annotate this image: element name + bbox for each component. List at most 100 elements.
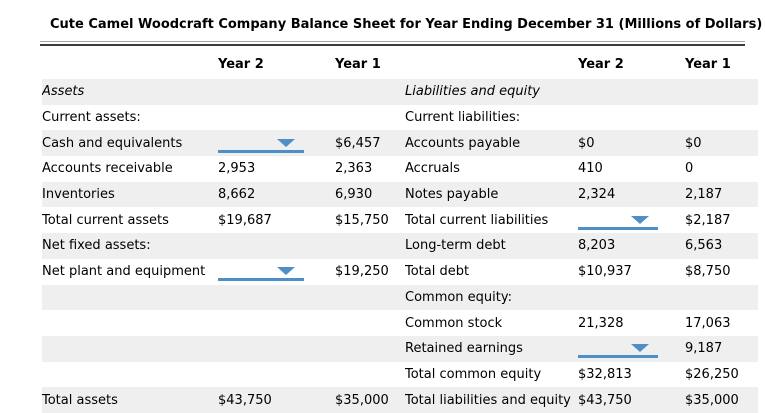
retained-earnings-year2-dropdown[interactable] — [578, 335, 685, 362]
cash-and-equivalents-year2-dropdown[interactable] — [218, 130, 335, 157]
value-cell: 17,063 — [685, 315, 731, 331]
balance-sheet-table: Year 2 Year 1 Year 2 Year 1 Assets Liabi… — [42, 45, 758, 413]
label-retained-earnings: Retained earnings — [405, 335, 578, 362]
value-cell — [685, 284, 758, 311]
page-title: Cute Camel Woodcraft Company Balance She… — [50, 17, 763, 32]
table-row: Total assets $43,750 $35,000 Total liabi… — [42, 387, 758, 413]
value-cell — [218, 335, 335, 362]
value-cell — [335, 105, 405, 131]
value-cell — [578, 79, 685, 105]
empty-cell — [42, 335, 218, 362]
table-row: Cash and equivalents $6,457 Accounts pay… — [42, 130, 758, 157]
table-row: Total current assets $19,687 $15,750 Tot… — [42, 207, 758, 233]
label-total-current-assets: Total current assets — [42, 212, 169, 228]
value-cell: 9,187 — [685, 335, 758, 362]
value-cell — [335, 284, 405, 311]
label-net-plant-and-equipment: Net plant and equipment — [42, 264, 206, 280]
label-long-term-debt: Long-term debt — [405, 233, 578, 259]
value-cell: $15,750 — [335, 212, 389, 228]
label-assets: Assets — [42, 79, 218, 105]
value-cell: $26,250 — [685, 366, 739, 382]
table-row: Inventories 8,662 6,930 Notes payable 2,… — [42, 181, 758, 208]
value-cell: 2,363 — [335, 161, 373, 177]
label-cash-and-equivalents: Cash and equivalents — [42, 130, 218, 157]
value-cell: $43,750 — [218, 387, 335, 413]
value-cell — [218, 362, 335, 388]
header-right-year2: Year 2 — [578, 56, 624, 72]
empty-cell — [42, 284, 218, 311]
label-notes-payable: Notes payable — [405, 181, 578, 208]
label-current-assets: Current assets: — [42, 110, 141, 126]
value-cell: $2,187 — [685, 212, 731, 228]
value-cell — [578, 284, 685, 311]
label-total-liabilities-and-equity: Total liabilities and equity — [405, 387, 578, 413]
value-cell: $32,813 — [578, 366, 632, 382]
label-common-stock: Common stock — [405, 315, 503, 331]
label-total-current-liabilities: Total current liabilities — [405, 212, 549, 228]
header-left-year1: Year 1 — [335, 56, 381, 72]
value-cell: 6,930 — [335, 181, 405, 208]
value-cell: $43,750 — [578, 387, 685, 413]
value-cell — [335, 310, 405, 336]
value-cell — [218, 233, 335, 259]
value-cell: 21,328 — [578, 315, 624, 331]
value-cell — [218, 284, 335, 311]
table-row: Net plant and equipment $19,250 Total de… — [42, 259, 758, 285]
empty-cell — [42, 310, 218, 336]
value-cell: 6,563 — [685, 233, 758, 259]
table-row: Total common equity $32,813 $26,250 — [42, 362, 758, 388]
label-accounts-payable: Accounts payable — [405, 130, 578, 157]
label-accruals: Accruals — [405, 161, 460, 177]
title-rule-light — [40, 41, 745, 42]
table-row: Net fixed assets: Long-term debt 8,203 6… — [42, 233, 758, 259]
table-row: Retained earnings 9,187 — [42, 335, 758, 362]
value-cell: 2,324 — [578, 181, 685, 208]
value-cell: $0 — [685, 130, 758, 157]
dropdown-caret-icon — [631, 344, 649, 353]
value-cell — [218, 310, 335, 336]
dropdown-caret-icon — [631, 215, 649, 224]
label-inventories: Inventories — [42, 181, 218, 208]
label-liabilities-and-equity: Liabilities and equity — [405, 79, 578, 105]
value-cell: 410 — [578, 161, 603, 177]
table-row: Current assets: Current liabilities: — [42, 105, 758, 131]
table-header-row: Year 2 Year 1 Year 2 Year 1 — [42, 45, 758, 79]
value-cell — [685, 79, 758, 105]
value-cell — [335, 79, 405, 105]
label-total-assets: Total assets — [42, 387, 218, 413]
value-cell — [218, 79, 335, 105]
table-row: Assets Liabilities and equity — [42, 79, 758, 105]
header-spacer — [42, 45, 218, 79]
value-cell: 2,187 — [685, 181, 758, 208]
value-cell: $35,000 — [335, 387, 405, 413]
table-row: Common equity: — [42, 284, 758, 311]
value-cell: $35,000 — [685, 387, 758, 413]
label-accounts-receivable: Accounts receivable — [42, 161, 173, 177]
label-total-debt: Total debt — [405, 264, 470, 280]
dropdown-caret-icon — [277, 138, 295, 147]
table-row: Common stock 21,328 17,063 — [42, 310, 758, 336]
empty-cell — [42, 362, 218, 388]
value-cell: $10,937 — [578, 264, 632, 280]
total-current-liabilities-year2-dropdown[interactable] — [578, 207, 685, 233]
value-cell: $6,457 — [335, 130, 405, 157]
value-cell — [685, 105, 758, 131]
value-cell — [335, 362, 405, 388]
title-rule-dark — [40, 44, 745, 46]
value-cell: 0 — [685, 161, 694, 177]
value-cell — [578, 105, 685, 131]
header-spacer — [405, 45, 578, 79]
label-current-liabilities: Current liabilities: — [405, 110, 521, 126]
value-cell: 8,203 — [578, 233, 685, 259]
dropdown-caret-icon — [277, 267, 295, 276]
value-cell: 8,662 — [218, 181, 335, 208]
value-cell: $19,687 — [218, 212, 272, 228]
value-cell: $8,750 — [685, 264, 731, 280]
label-net-fixed-assets: Net fixed assets: — [42, 233, 218, 259]
header-right-year1: Year 1 — [685, 56, 731, 72]
table-row: Accounts receivable 2,953 2,363 Accruals… — [42, 156, 758, 182]
label-common-equity: Common equity: — [405, 284, 578, 311]
value-cell — [218, 105, 335, 131]
net-plant-and-equipment-year2-dropdown[interactable] — [218, 259, 335, 285]
